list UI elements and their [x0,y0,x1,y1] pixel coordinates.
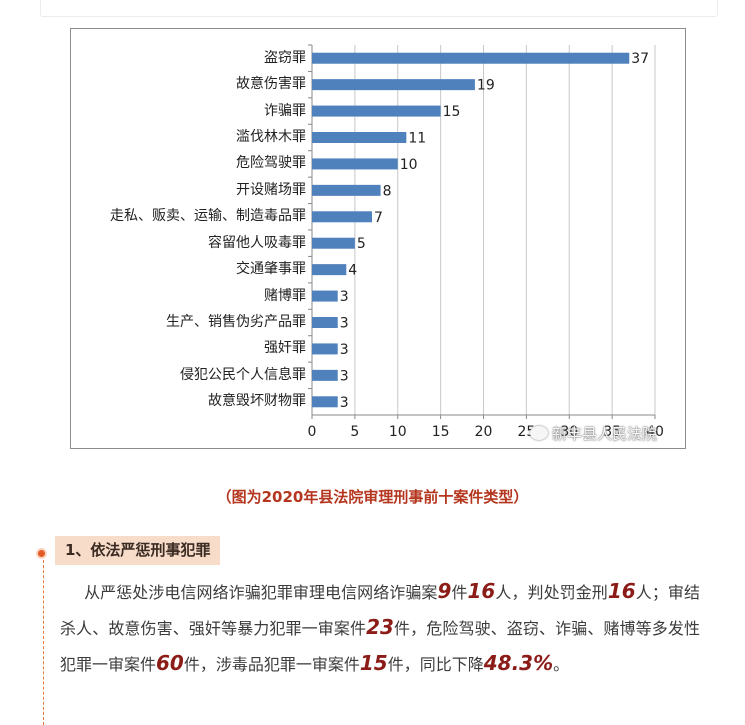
data-label: 7 [374,210,383,226]
bar [312,52,630,64]
bar [312,158,398,170]
bar [312,396,338,408]
data-label: 4 [348,263,357,279]
highlight-number: 16 [467,579,496,603]
data-label: 10 [400,157,418,173]
x-tick-label: 35 [603,424,621,440]
data-label: 3 [340,368,349,384]
category-label: 侵犯公民个人信息罪 [180,366,306,383]
bar [312,369,338,381]
highlight-number: 9 [437,579,452,603]
data-label: 8 [383,183,392,199]
paragraph-text: 件，涉毒品犯罪一审案件 [183,655,360,674]
highlight-number: 60 [156,651,184,675]
x-tick-label: 15 [432,424,450,440]
bar [312,264,347,276]
data-label: 3 [340,289,349,305]
paragraph-text: 人；审结杀人、故意伤害、强奸等暴力犯罪一审案件 [60,583,700,638]
category-label: 开设赌场罪 [236,181,306,198]
previous-card-frame [40,0,718,17]
category-label: 交通肇事罪 [236,261,306,278]
x-tick-label: 40 [646,424,664,440]
bar-chart: 0 5 10 15 20 25 30 35 40 37 19 15 11 10 8 7 5 4 3 3 3 3 3 盗窃罪故… [70,28,686,449]
category-label: 走私、贩卖、运输、制造毒品罪 [110,208,306,225]
category-label: 滥伐林木罪 [236,129,306,145]
bar [312,132,407,143]
x-tick-label: 30 [560,424,578,440]
category-label: 盗窃罪 [264,49,306,66]
paragraph-indent [60,583,84,602]
bar [312,79,475,91]
category-label: 危险驾驶罪 [236,155,306,172]
category-label: 赌博罪 [264,287,306,304]
highlight-number: 16 [607,579,636,603]
category-label: 诈骗罪 [264,102,306,119]
x-tick-label: 10 [389,424,407,440]
paragraph-text: 件，危险驾驶、盗窃、诈骗、赌博等多发性犯罪一审案件 [60,619,700,674]
paragraph-text: 件 [451,583,468,602]
section-paragraph: 从严惩处涉电信网络诈骗犯罪审理电信网络诈骗案9件16人，判处罚金刑16人；审结杀… [60,574,700,682]
bar [312,317,338,328]
data-label: 3 [340,342,349,358]
bar [312,105,441,117]
highlight-number: 48.3% [483,651,554,675]
category-label: 故意伤害罪 [236,76,306,93]
data-label: 37 [631,51,649,67]
paragraph-text: 人，判处罚金刑 [495,583,608,602]
wechat-icon [530,426,548,440]
category-label: 强奸罪 [264,340,306,357]
watermark: 新丰县人民法院 [530,422,657,444]
category-label: 容留他人吸毒罪 [208,234,306,251]
watermark-text: 新丰县人民法院 [552,424,658,443]
data-label: 19 [477,78,495,94]
bar [312,237,355,249]
x-tick-label: 5 [350,424,359,440]
highlight-number: 15 [359,651,388,675]
category-label: 生产、销售伪劣产品罪 [166,314,306,330]
bar [312,184,381,196]
paragraph-text: 件，同比下降 [387,655,484,674]
section-heading: 1、依法严惩刑事犯罪 [55,536,221,565]
bar [312,290,338,302]
category-label: 故意毁坏财物罪 [208,393,306,410]
paragraph-text: 。 [553,655,570,674]
paragraph-text: 从严惩处涉电信网络诈骗犯罪审理电信网络诈骗案 [84,583,438,602]
x-tick-label: 0 [308,424,317,440]
timeline-dot [38,550,45,557]
chart-caption: （图为2020年县法院审理刑事前十案件类型） [216,488,529,506]
highlight-number: 23 [366,615,394,639]
bar [312,211,373,223]
x-tick-label: 20 [475,424,493,440]
timeline-line [43,555,44,725]
data-label: 3 [340,395,349,411]
data-label: 3 [340,316,349,332]
data-label: 15 [443,104,461,120]
bar [312,343,338,355]
data-label: 11 [408,131,426,147]
data-label: 5 [357,236,366,252]
